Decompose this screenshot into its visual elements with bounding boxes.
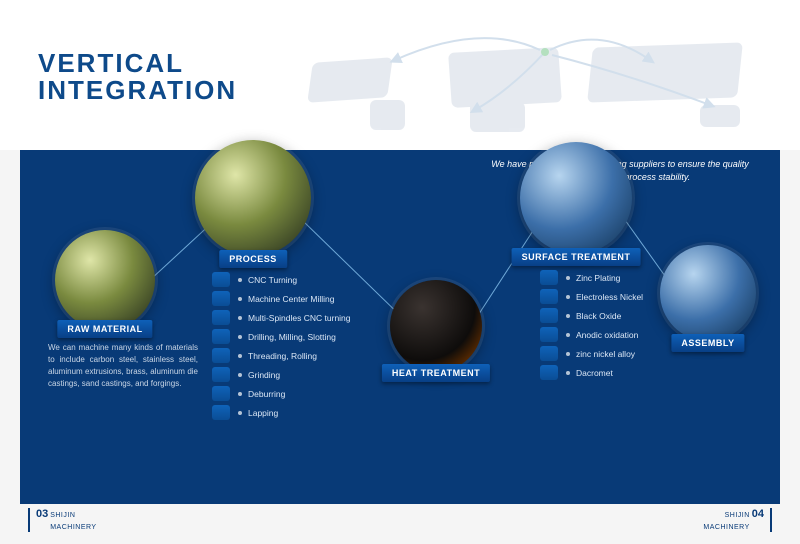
bullet-chip [540,365,558,380]
bullet-chip [540,289,558,304]
heat-treatment-image-circle [390,280,482,372]
bullet-dot [566,333,570,337]
list-item: Lapping [212,405,351,420]
header-zone: VERTICAL INTEGRATION [0,0,800,150]
bullet-chip [540,308,558,323]
bullet-dot [566,276,570,280]
process-image-circle [195,140,311,256]
footer-right: SHIJIN 04 MACHINERY 00 [703,508,772,532]
company-name-2: MACHINERY [50,524,96,531]
list-item: Dacromet [540,365,643,380]
main-content-area: We have professional outsourcing supplie… [20,150,780,504]
list-item: Drilling, Milling, Slotting [212,329,351,344]
node-surface-treatment: SURFACE TREATMENT [520,142,632,254]
bullet-chip [540,327,558,342]
bullet-dot [238,335,242,339]
surface-treatment-list: Zinc Plating Electroless Nickel Black Oxid… [540,270,643,384]
title-line1: VERTICAL [38,48,184,78]
raw-material-image-circle [55,230,155,330]
process-list: CNC Turning Machine Center Milling Multi-S… [212,272,351,424]
list-item-text: Black Oxide [576,311,621,321]
list-item-text: CNC Turning [248,275,297,285]
list-item-text: Machine Center Milling [248,294,334,304]
left-page-number: 03 [36,508,48,520]
list-item: Deburring [212,386,351,401]
bullet-dot [566,352,570,356]
list-item-text: Anodic oxidation [576,330,638,340]
right-page-number: 04 [752,508,764,520]
bullet-dot [566,371,570,375]
list-item: Zinc Plating [540,270,643,285]
list-item: Machine Center Milling [212,291,351,306]
bullet-chip [212,291,230,306]
process-label: PROCESS [219,250,287,268]
list-item-text: Lapping [248,408,278,418]
list-item: Threading, Rolling [212,348,351,363]
bullet-dot [238,411,242,415]
bullet-chip [212,329,230,344]
list-item-text: zinc nickel alloy [576,349,635,359]
node-assembly: ASSEMBLY [660,245,756,341]
bullet-dot [566,314,570,318]
raw-material-label: RAW MATERIAL [57,320,152,338]
surface-treatment-image-circle [520,142,632,254]
bullet-dot [238,316,242,320]
assembly-image-circle [660,245,756,341]
bullet-dot [238,278,242,282]
list-item: Multi-Spindles CNC turning [212,310,351,325]
list-item: Grinding [212,367,351,382]
bullet-chip [540,270,558,285]
list-item: Electroless Nickel [540,289,643,304]
list-item: Black Oxide [540,308,643,323]
footer-left: 03 SHIJIN 00 MACHINERY [28,508,97,532]
bullet-chip [540,346,558,361]
bullet-chip [212,405,230,420]
list-item-text: Zinc Plating [576,273,620,283]
heat-treatment-label: HEAT TREATMENT [382,364,490,382]
bullet-chip [212,310,230,325]
list-item-text: Electroless Nickel [576,292,643,302]
bullet-dot [238,373,242,377]
list-item-text: Drilling, Milling, Slotting [248,332,336,342]
world-map-graphic [300,30,770,140]
list-item-text: Deburring [248,389,285,399]
bullet-chip [212,367,230,382]
page-title: VERTICAL INTEGRATION [38,50,237,105]
list-item: zinc nickel alloy [540,346,643,361]
bullet-chip [212,348,230,363]
bullet-dot [238,297,242,301]
list-item-text: Multi-Spindles CNC turning [248,313,351,323]
company-name-1: SHIJIN [50,512,75,519]
list-item: Anodic oxidation [540,327,643,342]
brochure-spread: VERTICAL INTEGRATION [0,0,800,544]
assembly-label: ASSEMBLY [671,334,744,352]
node-process: PROCESS [195,140,311,256]
company-name-2r: MACHINERY [703,524,749,531]
bullet-dot [238,354,242,358]
title-line2: INTEGRATION [38,75,237,105]
bullet-chip [212,386,230,401]
surface-treatment-label: SURFACE TREATMENT [512,248,641,266]
raw-material-description: We can machine many kinds of materials t… [48,342,198,390]
bullet-chip [212,272,230,287]
bullet-dot [566,295,570,299]
list-item-text: Grinding [248,370,280,380]
list-item-text: Dacromet [576,368,613,378]
node-raw-material: RAW MATERIAL [55,230,155,330]
list-item: CNC Turning [212,272,351,287]
bullet-dot [238,392,242,396]
list-item-text: Threading, Rolling [248,351,317,361]
company-name-1r: SHIJIN [725,512,750,519]
node-heat-treatment: HEAT TREATMENT [390,280,482,372]
